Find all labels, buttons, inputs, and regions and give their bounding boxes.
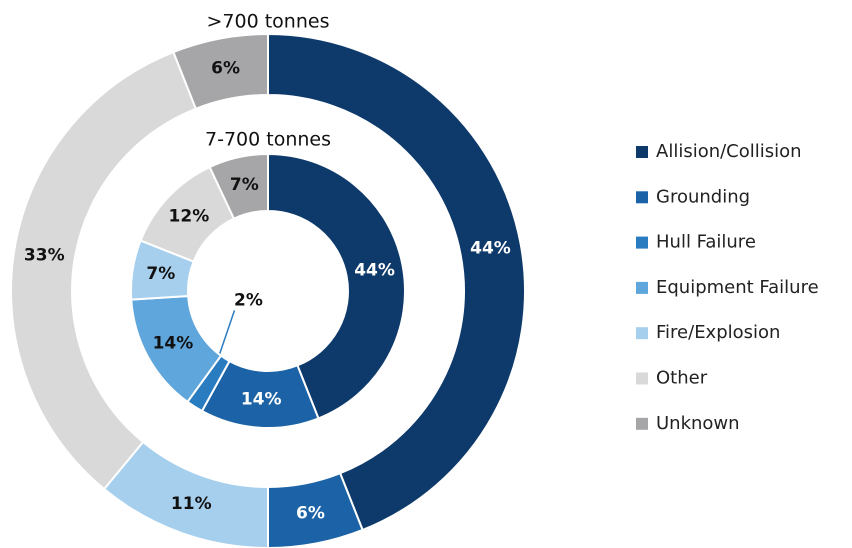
slice-label: 44%	[470, 239, 511, 259]
legend-label: Grounding	[656, 186, 750, 207]
legend-label: Equipment Failure	[656, 277, 819, 298]
slice-label: 6%	[211, 59, 240, 79]
slice-label: 2%	[234, 290, 263, 310]
slice-label: 12%	[169, 207, 210, 227]
legend-label: Other	[656, 368, 708, 389]
legend-label: Fire/Explosion	[656, 322, 780, 343]
legend-swatch	[636, 191, 648, 204]
slice-label: 14%	[153, 333, 194, 353]
slice-label: 33%	[24, 246, 65, 266]
slice-label: 44%	[354, 261, 395, 281]
legend-label: Hull Failure	[656, 232, 756, 253]
slice-label: 14%	[241, 389, 282, 409]
slice	[267, 152, 406, 420]
legend-swatch	[636, 372, 648, 385]
legend-swatch	[636, 281, 648, 294]
legend-label: Unknown	[656, 413, 740, 434]
legend-label: Allision/Collision	[656, 141, 802, 162]
slice	[172, 32, 269, 111]
slice	[267, 32, 526, 532]
slice	[10, 50, 198, 491]
ring-title: >700 tonnes	[207, 11, 330, 33]
leader-line	[209, 310, 236, 383]
slice-label: 7%	[146, 264, 175, 284]
ring-title: 7-700 tonnes	[205, 129, 331, 151]
legend-swatch	[636, 236, 648, 249]
slice-label: 6%	[296, 503, 325, 523]
legend-swatch	[636, 327, 648, 340]
legend-swatch	[636, 417, 648, 430]
slice-label: 11%	[171, 494, 212, 514]
slice	[208, 152, 269, 220]
slice-label: 7%	[230, 175, 259, 195]
legend-swatch	[636, 146, 648, 158]
